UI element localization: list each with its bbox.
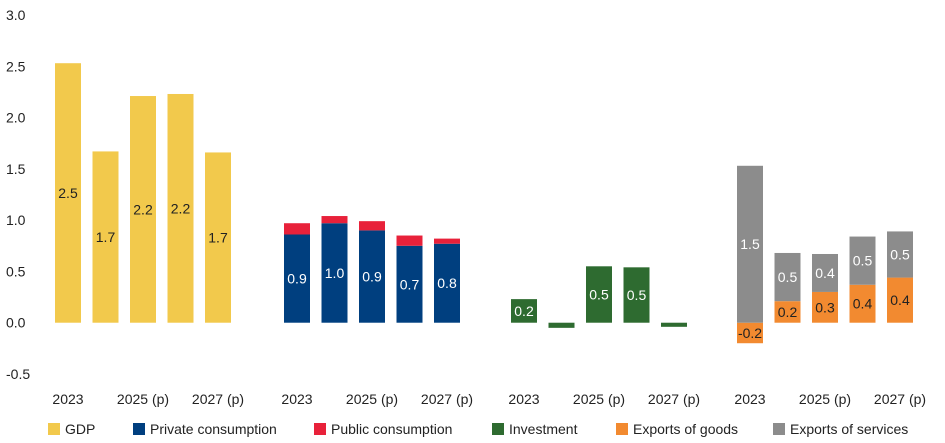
- bar-public-consumption: [284, 223, 310, 235]
- bar-public-consumption: [396, 235, 423, 246]
- bar-private-consumption: [321, 223, 348, 323]
- legend-swatch: [314, 423, 326, 435]
- bar-public-consumption: [434, 238, 460, 244]
- legend-label: Private consumption: [150, 421, 277, 437]
- bar-exports-of-goods: [812, 291, 838, 323]
- data-labels: 2.5 1.7 2.2 2.2 1.7 0.9 1.0 0.9 0.7 0.8 0.2 0.5 0.5 -…: [58, 185, 910, 341]
- x-tick-label: 2023: [508, 391, 539, 407]
- data-label: 0.5: [627, 287, 647, 303]
- bar-private-consumption: [434, 243, 460, 323]
- legend-label: Public consumption: [331, 421, 452, 437]
- data-label: 0.5: [778, 269, 798, 285]
- x-tick-label: 2025 (p): [346, 391, 398, 407]
- data-label: 0.3: [815, 299, 835, 315]
- x-tick-label: 2023: [52, 391, 83, 407]
- x-tick-label: 2027 (p): [421, 391, 473, 407]
- legend-swatch: [48, 423, 60, 435]
- bar-exports-of-services: [737, 165, 763, 323]
- x-tick-label: 2027 (p): [192, 391, 244, 407]
- data-label: 0.5: [890, 247, 910, 263]
- data-label: 0.5: [853, 253, 873, 269]
- x-tick-label: 2023: [734, 391, 765, 407]
- y-tick-label: 0.5: [6, 263, 26, 279]
- bar-public-consumption: [321, 216, 348, 224]
- data-label: 0.2: [514, 303, 534, 319]
- bar-exports-of-goods: [849, 284, 876, 323]
- y-tick-label: 2.5: [6, 58, 26, 74]
- bar-private-consumption: [359, 230, 385, 323]
- x-tick-label: 2027 (p): [648, 391, 700, 407]
- y-tick-label: 1.5: [6, 161, 26, 177]
- data-label: 0.4: [853, 296, 873, 312]
- legend-swatch: [492, 423, 504, 435]
- y-tick-label: 3.0: [6, 7, 26, 23]
- data-label: -0.2: [738, 325, 762, 341]
- data-label: 0.9: [362, 269, 382, 285]
- data-label: 1.7: [208, 230, 228, 246]
- bar-gdp: [167, 93, 194, 323]
- data-label: 0.9: [287, 271, 307, 287]
- legend: GDP Private consumption Public consumption…: [48, 421, 908, 437]
- data-label: 0.8: [437, 275, 457, 291]
- data-label: 2.2: [133, 201, 153, 217]
- bar-investment: [661, 322, 687, 327]
- data-label: 1.0: [325, 265, 345, 281]
- bar-exports-of-services: [887, 231, 913, 278]
- y-tick-label: -0.5: [6, 366, 30, 382]
- legend-label: Exports of services: [790, 421, 908, 437]
- data-label: 1.7: [96, 229, 116, 245]
- x-tick-label: 2027 (p): [874, 391, 926, 407]
- bars: [55, 63, 913, 344]
- x-tick-label: 2023: [281, 391, 312, 407]
- x-axis-labels: 2023 2025 (p) 2027 (p) 2023 2025 (p) 2027 (p)…: [52, 391, 926, 407]
- data-label: 0.7: [400, 276, 420, 292]
- y-axis: -0.5 0.0 0.5 1.0 1.5 2.0 2.5 3.0: [6, 7, 30, 382]
- bar-exports-of-services: [849, 236, 876, 285]
- x-tick-label: 2025 (p): [117, 391, 169, 407]
- bar-public-consumption: [359, 221, 385, 231]
- x-tick-label: 2025 (p): [573, 391, 625, 407]
- bar-exports-of-goods: [737, 322, 763, 344]
- bar-private-consumption: [284, 234, 310, 323]
- data-label: 1.5: [740, 236, 760, 252]
- legend-swatch: [616, 423, 628, 435]
- data-label: 0.4: [815, 265, 835, 281]
- legend-swatch: [133, 423, 145, 435]
- legend-label: Exports of goods: [633, 421, 738, 437]
- bar-investment: [511, 299, 537, 323]
- y-tick-label: 1.0: [6, 212, 26, 228]
- data-label: 2.2: [171, 200, 191, 216]
- bar-private-consumption: [396, 245, 423, 323]
- bar-gdp: [55, 63, 81, 323]
- bar-exports-of-goods: [774, 301, 801, 323]
- data-label: 0.4: [890, 292, 910, 308]
- bar-investment: [623, 267, 650, 323]
- bar-gdp: [205, 152, 231, 323]
- y-tick-label: 2.0: [6, 110, 26, 126]
- data-label: 0.2: [778, 304, 798, 320]
- x-tick-label: 2025 (p): [799, 391, 851, 407]
- bar-gdp: [92, 151, 119, 323]
- bar-exports-of-goods: [887, 277, 913, 323]
- legend-label: GDP: [65, 421, 95, 437]
- data-label: 0.5: [589, 287, 609, 303]
- bar-investment: [548, 322, 575, 328]
- bar-exports-of-services: [812, 253, 838, 292]
- legend-label: Investment: [509, 421, 578, 437]
- bar-exports-of-services: [774, 252, 801, 302]
- bar-gdp: [130, 96, 156, 323]
- data-label: 2.5: [58, 185, 78, 201]
- bar-investment: [586, 266, 612, 323]
- y-tick-label: 0.0: [6, 315, 26, 331]
- legend-swatch: [773, 423, 785, 435]
